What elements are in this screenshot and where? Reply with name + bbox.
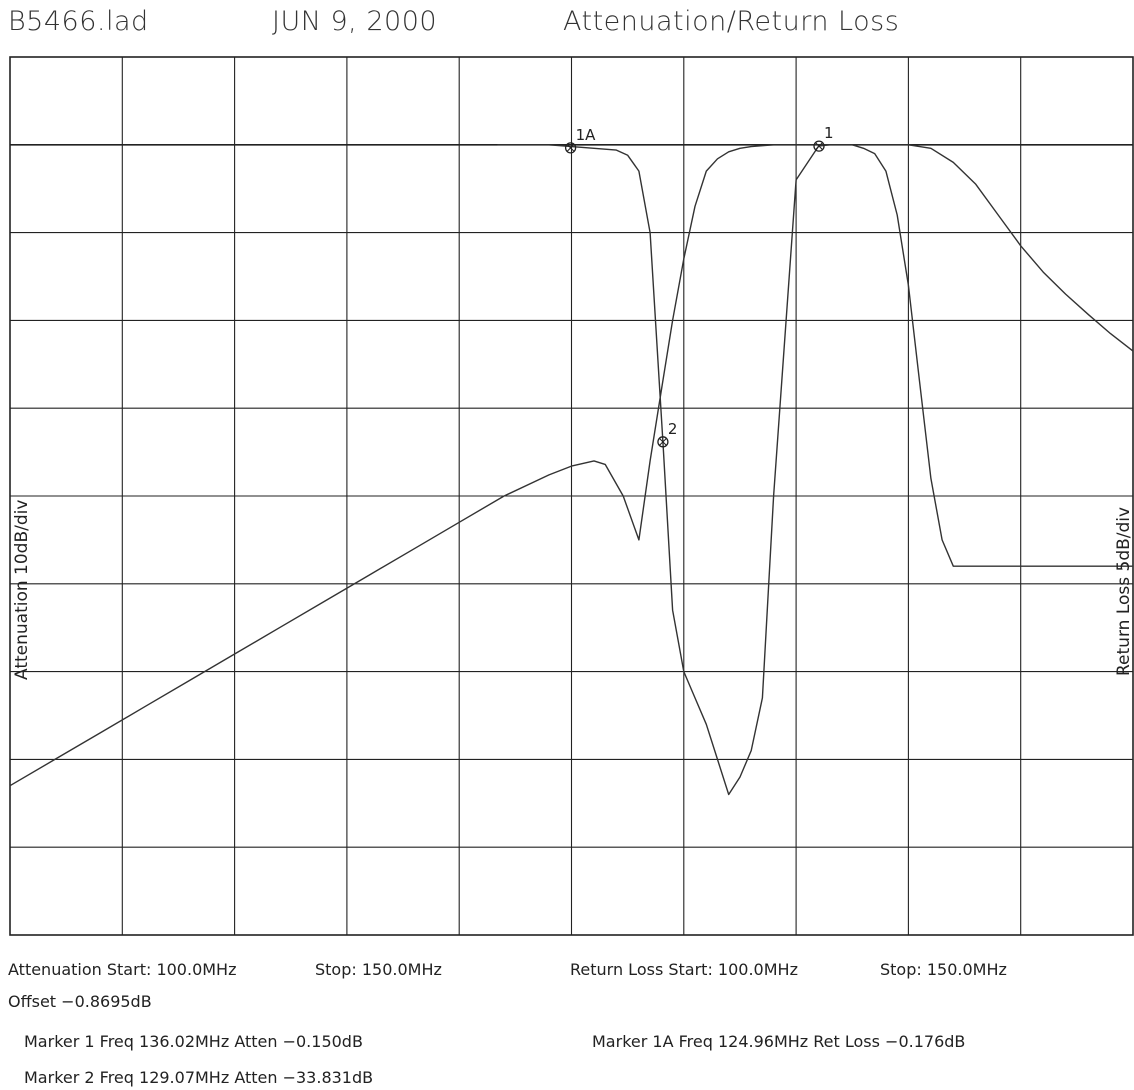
marker-1-readout: Marker 1 Freq 136.02MHz Atten −0.150dB [24, 1032, 363, 1051]
chart-title: Attenuation/Return Loss [563, 6, 900, 37]
marker-2-label: 2 [668, 420, 678, 438]
rl-start-text: Return Loss Start: 100.0MHz [570, 960, 798, 979]
plot-area: 1A 1 2 [9, 56, 1134, 936]
marker-1a-readout: Marker 1A Freq 124.96MHz Ret Loss −0.176… [592, 1032, 966, 1051]
marker-1-symbol [813, 140, 825, 152]
marker-2-readout: Marker 2 Freq 129.07MHz Atten −33.831dB [24, 1068, 374, 1087]
marker-1-label: 1 [824, 124, 834, 142]
return-loss-trace [9, 144, 1133, 787]
file-name: B5466.lad [8, 6, 149, 37]
attenuation-trace [497, 144, 1134, 796]
offset-text: Offset −0.8695dB [8, 992, 152, 1011]
marker-1-cross [815, 142, 823, 150]
marker-2-cross [659, 437, 667, 446]
left-axis-label: Attenuation 10dB/div [12, 499, 32, 680]
marker-1a-cross [566, 144, 575, 152]
atten-stop-text: Stop: 150.0MHz [315, 960, 442, 979]
rl-stop-text: Stop: 150.0MHz [880, 960, 1007, 979]
marker-1a-label: 1A [576, 126, 597, 144]
marker-2-symbol [657, 436, 669, 448]
marker-1a-symbol [564, 142, 577, 154]
header-date: JUN 9, 2000 [272, 6, 438, 37]
atten-start-text: Attenuation Start: 100.0MHz [8, 960, 237, 979]
right-axis-label: Return Loss 5dB/div [1114, 506, 1134, 676]
